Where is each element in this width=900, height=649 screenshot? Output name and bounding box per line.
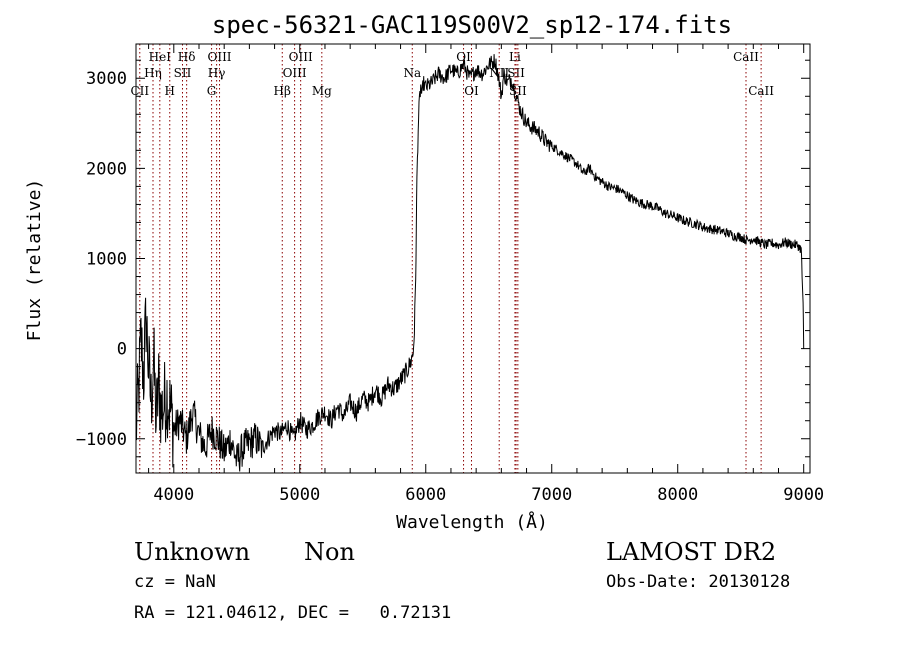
x-axis-label: Wavelength (Å) <box>396 511 548 533</box>
x-tick-label: 7000 <box>531 485 572 505</box>
observation-date: Obs-Date: 20130128 <box>606 572 791 592</box>
coordinates: RA = 121.04612, DEC = 0.72131 <box>134 603 452 623</box>
spectral-line-label: Hβ <box>274 84 291 98</box>
y-axis-label: Flux (relative) <box>24 179 45 342</box>
spectral-line-label: Hη <box>144 66 162 80</box>
y-tick-label: 2000 <box>86 159 127 179</box>
spectral-line-label: CaII <box>733 50 759 64</box>
spectral-line-label: Hγ <box>208 66 226 80</box>
redshift-value: cz = NaN <box>134 572 216 592</box>
spectral-line-label: Li <box>509 50 521 64</box>
spectral-line-label: HeI <box>149 50 172 64</box>
x-axis: 4000 5000 6000 7000 8000 9000 <box>148 44 824 505</box>
y-tick-label: 0 <box>117 340 127 360</box>
plot-frame <box>135 43 811 474</box>
spectral-line-label: Na <box>403 66 421 80</box>
spectral-line-label: SII <box>174 66 192 80</box>
spectral-line-label: Mg <box>312 84 332 98</box>
spectral-line-label: OIII <box>283 66 307 80</box>
spectral-class: Unknown <box>134 538 251 566</box>
spectral-line-label: OIII <box>207 50 231 64</box>
spectral-line-label: CaII <box>748 84 774 98</box>
spectral-line-markers: CIIHηHeIHSIIHδGHγOIIIHβOIIIOIIIMgNaOIOIN… <box>130 44 774 473</box>
spectral-line-label: OIII <box>289 50 313 64</box>
spectral-line-label: OI <box>464 84 479 98</box>
x-tick-label: 5000 <box>279 485 320 505</box>
spectral-line-label: CII <box>130 84 149 98</box>
y-tick-label: −1000 <box>76 430 127 450</box>
x-tick-label: 6000 <box>405 485 446 505</box>
spectral-line-label: H <box>165 84 175 98</box>
chart-title: spec-56321-GAC119S00V2_sp12-174.fits <box>212 11 732 39</box>
spectral-line-label: OI <box>456 50 471 64</box>
spectral-line-label: G <box>207 84 217 98</box>
y-axis: −1000 0 1000 2000 3000 <box>76 59 810 458</box>
spectrum-series <box>135 54 805 472</box>
x-tick-label: 9000 <box>783 485 824 505</box>
y-tick-label: 3000 <box>86 69 127 89</box>
survey-name: LAMOST DR2 <box>606 538 777 566</box>
spectral-subclass: Non <box>304 538 355 566</box>
spectral-line-label: Hδ <box>178 50 196 64</box>
x-tick-label: 8000 <box>657 485 698 505</box>
spectrum-trace <box>135 54 805 472</box>
spectral-line-label: SII <box>507 66 525 80</box>
y-tick-label: 1000 <box>86 250 127 270</box>
x-tick-label: 4000 <box>153 485 194 505</box>
